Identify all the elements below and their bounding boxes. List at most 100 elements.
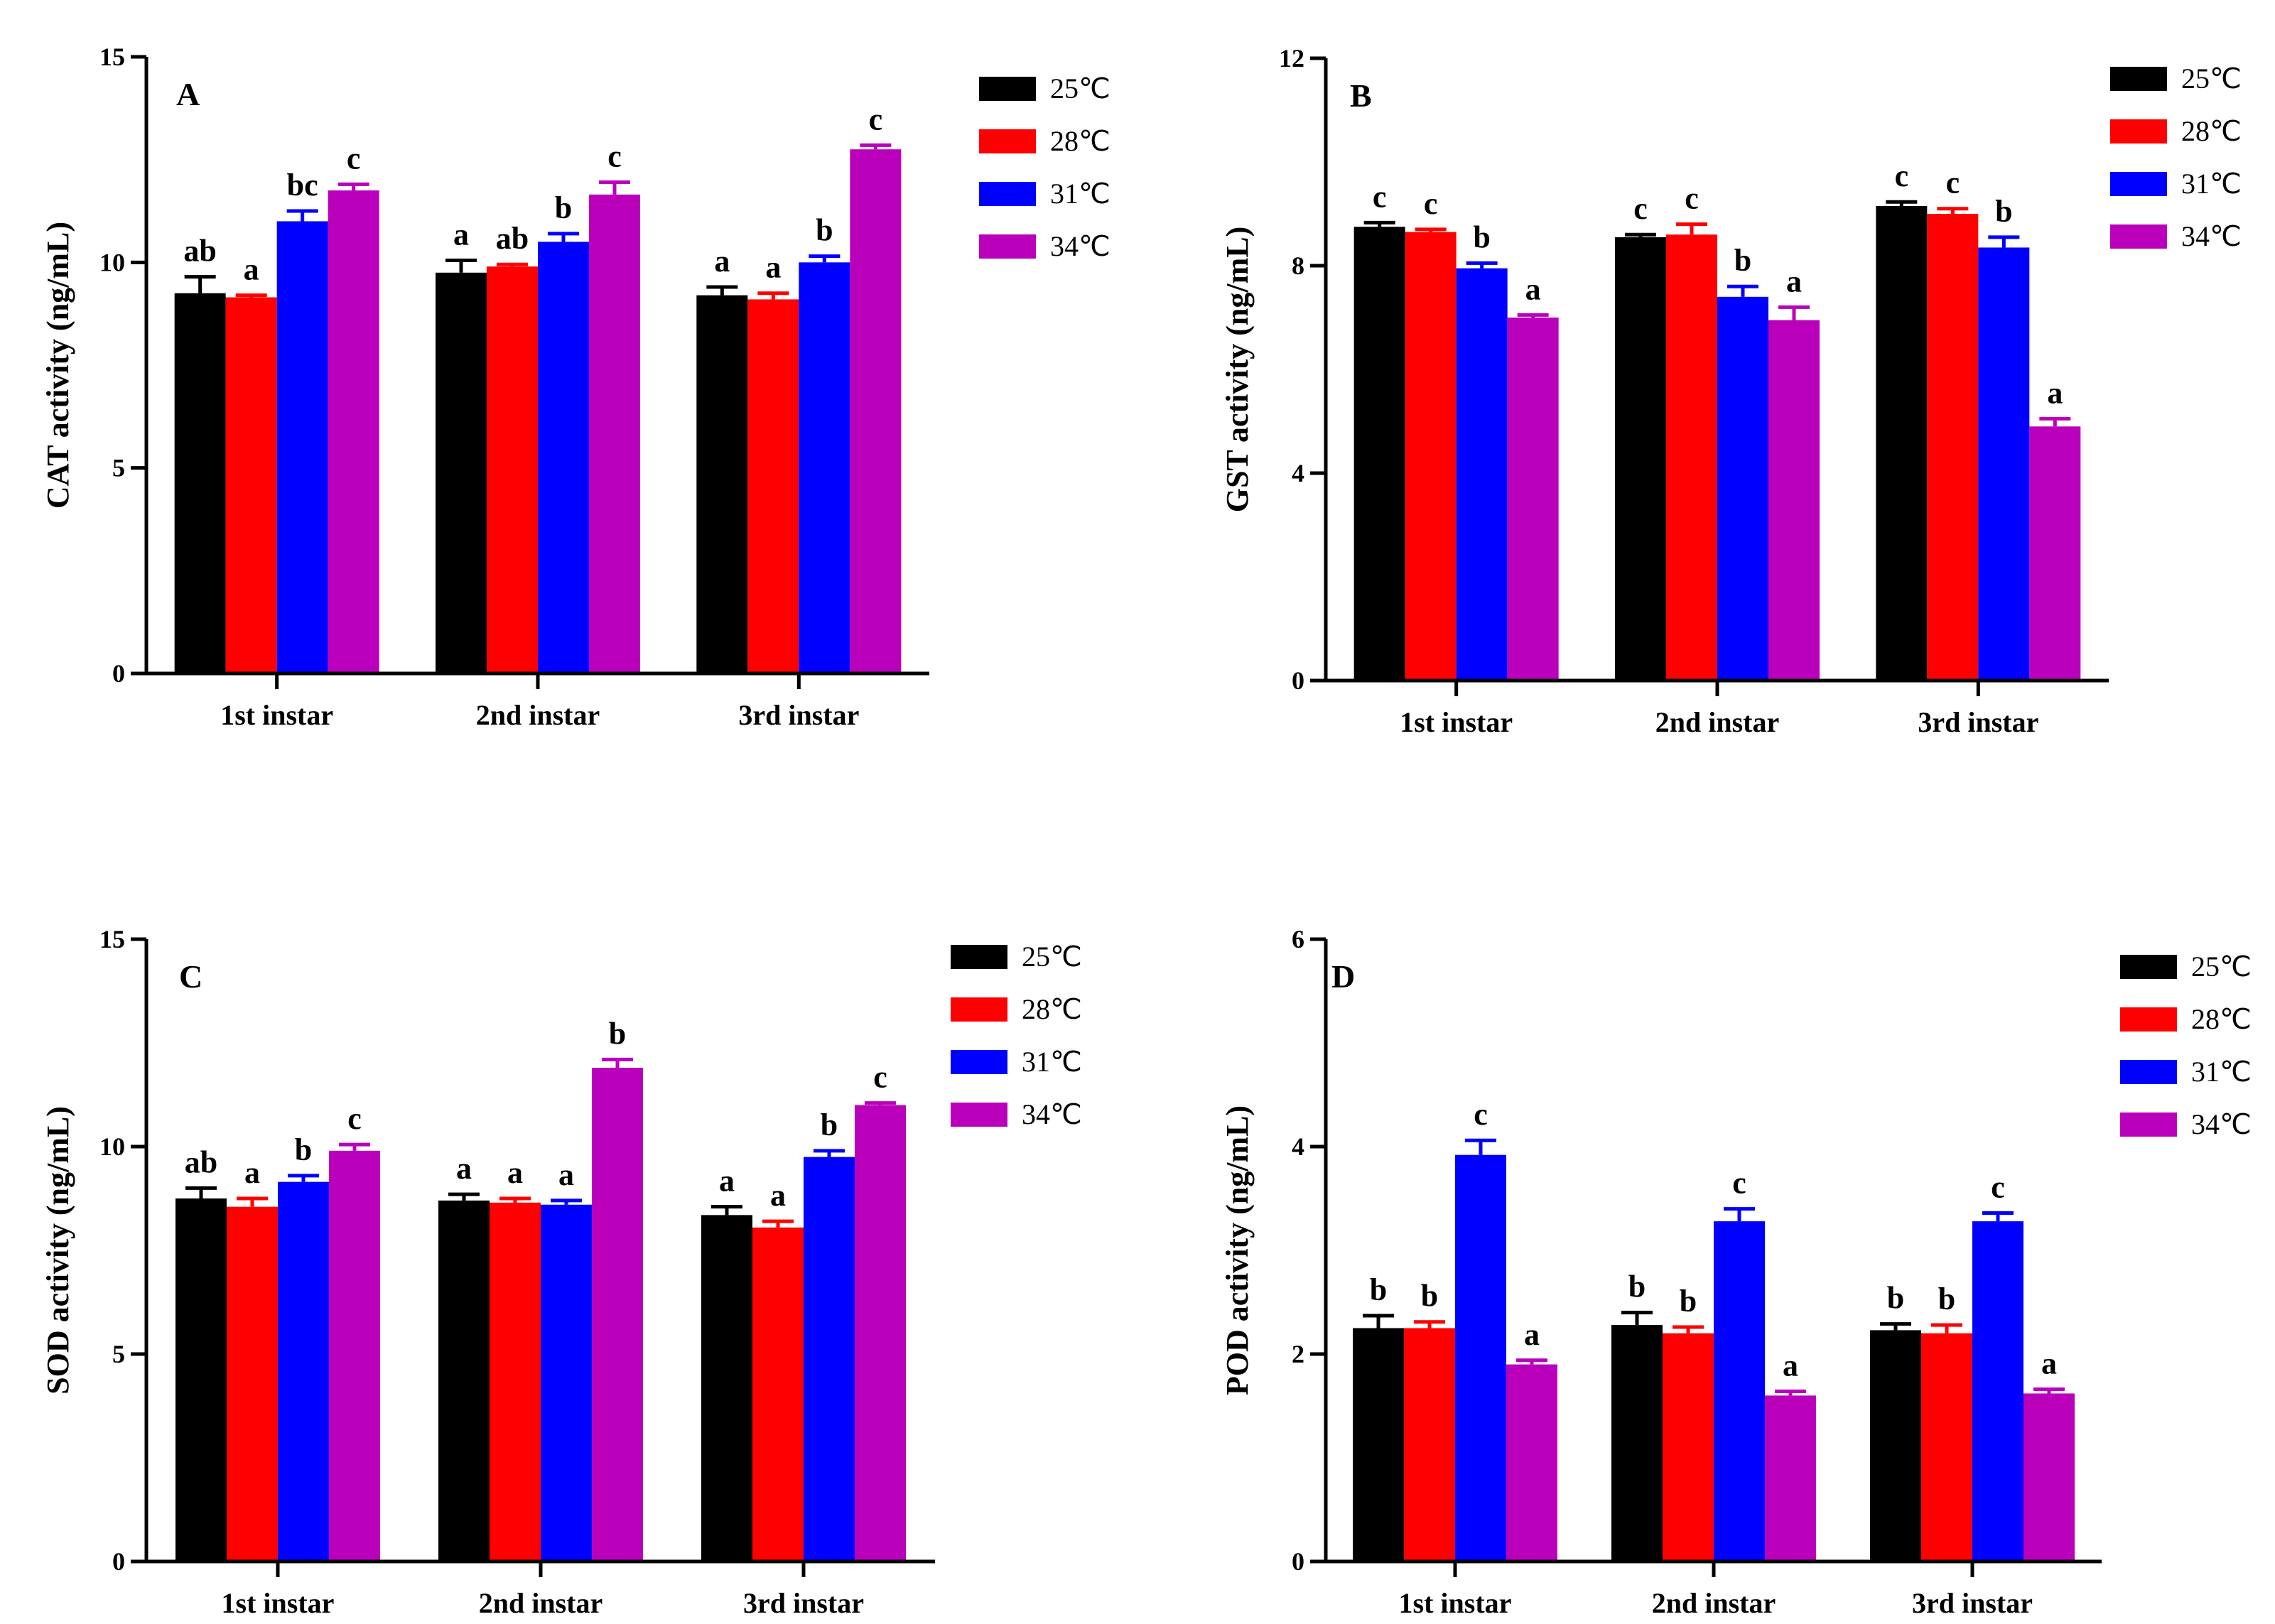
legend-label: 31℃ bbox=[2191, 1056, 2252, 1088]
significance-label: a bbox=[456, 1151, 472, 1186]
significance-label: a bbox=[1524, 1317, 1540, 1352]
significance-label: c bbox=[873, 1060, 887, 1095]
bar bbox=[855, 1105, 906, 1561]
bar bbox=[438, 1200, 490, 1561]
bar bbox=[1972, 1221, 2023, 1561]
bar bbox=[436, 272, 487, 673]
bar bbox=[329, 1150, 380, 1561]
significance-label: ab bbox=[496, 221, 529, 256]
bar bbox=[1507, 318, 1559, 681]
y-tick-label: 0 bbox=[112, 1547, 125, 1576]
bar bbox=[227, 1206, 278, 1561]
y-tick-label: 15 bbox=[99, 43, 125, 71]
significance-label: a bbox=[244, 1155, 260, 1190]
legend-label: 31℃ bbox=[1022, 1046, 1082, 1078]
significance-label: b bbox=[295, 1132, 312, 1167]
bar bbox=[1456, 268, 1508, 681]
significance-label: c bbox=[869, 102, 883, 136]
y-axis-title: SOD activity (ng/mL) bbox=[40, 1106, 75, 1395]
bar bbox=[747, 299, 799, 673]
y-axis-title: CAT activity (ng/mL) bbox=[40, 222, 75, 509]
bar bbox=[1611, 1325, 1663, 1561]
y-tick-label: 0 bbox=[112, 659, 125, 688]
significance-label: b bbox=[1995, 194, 2012, 229]
significance-label: ab bbox=[185, 1144, 217, 1179]
bar bbox=[1405, 232, 1457, 681]
significance-label: b bbox=[1680, 1284, 1697, 1319]
y-tick-label: 10 bbox=[99, 1132, 125, 1161]
legend-swatch bbox=[2120, 1007, 2177, 1032]
y-axis-title: GST activity (ng/mL) bbox=[1220, 227, 1255, 513]
significance-label: a bbox=[770, 1178, 786, 1213]
legend-label: 25℃ bbox=[2181, 63, 2242, 94]
panel-letter: A bbox=[176, 76, 200, 112]
bar bbox=[799, 262, 850, 673]
bar bbox=[175, 1198, 227, 1561]
significance-label: b bbox=[1628, 1270, 1646, 1304]
bar bbox=[1870, 1330, 1921, 1561]
significance-label: a bbox=[714, 244, 730, 278]
bar bbox=[174, 293, 226, 673]
significance-label: c bbox=[1732, 1166, 1746, 1201]
bar bbox=[276, 221, 328, 673]
significance-label: c bbox=[1685, 181, 1699, 216]
x-tick-label: 3rd instar bbox=[1912, 1587, 2033, 1619]
legend-label: 31℃ bbox=[2181, 168, 2242, 200]
legend-label: 28℃ bbox=[2191, 1003, 2252, 1035]
y-tick-label: 4 bbox=[1292, 459, 1304, 487]
significance-label: a bbox=[1525, 271, 1541, 306]
significance-label: c bbox=[347, 141, 361, 175]
bar bbox=[1666, 234, 1717, 681]
bar bbox=[225, 297, 277, 673]
significance-label: a bbox=[2041, 1346, 2057, 1381]
bar bbox=[490, 1202, 541, 1561]
legend-swatch bbox=[2120, 955, 2177, 979]
bar bbox=[1921, 1333, 1972, 1561]
x-tick-label: 3rd instar bbox=[743, 1587, 864, 1619]
significance-label: c bbox=[1895, 158, 1909, 193]
y-tick-label: 0 bbox=[1292, 666, 1304, 695]
significance-label: a bbox=[558, 1157, 574, 1192]
significance-label: a bbox=[507, 1155, 523, 1190]
significance-label: c bbox=[1633, 191, 1648, 226]
significance-label: c bbox=[347, 1101, 362, 1136]
bar bbox=[1765, 1395, 1816, 1561]
bar bbox=[1506, 1364, 1557, 1561]
significance-label: c bbox=[1424, 186, 1438, 221]
legend-swatch bbox=[2110, 67, 2167, 91]
bar bbox=[2029, 426, 2081, 681]
bar bbox=[1455, 1154, 1506, 1561]
bar bbox=[1714, 1221, 1765, 1561]
significance-label: a bbox=[244, 252, 259, 287]
bar bbox=[1978, 247, 2030, 681]
bar bbox=[696, 295, 748, 673]
bar bbox=[804, 1157, 855, 1561]
bar bbox=[1353, 227, 1405, 681]
x-tick-label: 1st instar bbox=[220, 699, 333, 731]
legend-swatch bbox=[2110, 172, 2167, 196]
legend-label: 25℃ bbox=[1022, 941, 1082, 973]
significance-label: a bbox=[719, 1164, 735, 1198]
legend-label: 34℃ bbox=[2191, 1108, 2252, 1140]
bar bbox=[2023, 1393, 2075, 1561]
legend-swatch bbox=[951, 997, 1007, 1022]
bar bbox=[278, 1181, 329, 1561]
significance-label: a bbox=[453, 217, 469, 251]
legend-label: 34℃ bbox=[2181, 220, 2242, 252]
bar bbox=[701, 1215, 752, 1561]
y-tick-label: 5 bbox=[112, 454, 125, 482]
significance-label: c bbox=[607, 139, 622, 173]
bar bbox=[850, 149, 902, 673]
x-tick-label: 3rd instar bbox=[1918, 706, 2038, 738]
panel-letter: D bbox=[1331, 958, 1355, 995]
y-axis-title: POD activity (ng/mL) bbox=[1220, 1105, 1255, 1395]
legend-swatch bbox=[979, 182, 1036, 206]
y-tick-label: 15 bbox=[99, 925, 125, 953]
legend-label: 31℃ bbox=[1050, 178, 1111, 210]
bar bbox=[1927, 214, 1979, 681]
bar bbox=[589, 194, 640, 673]
